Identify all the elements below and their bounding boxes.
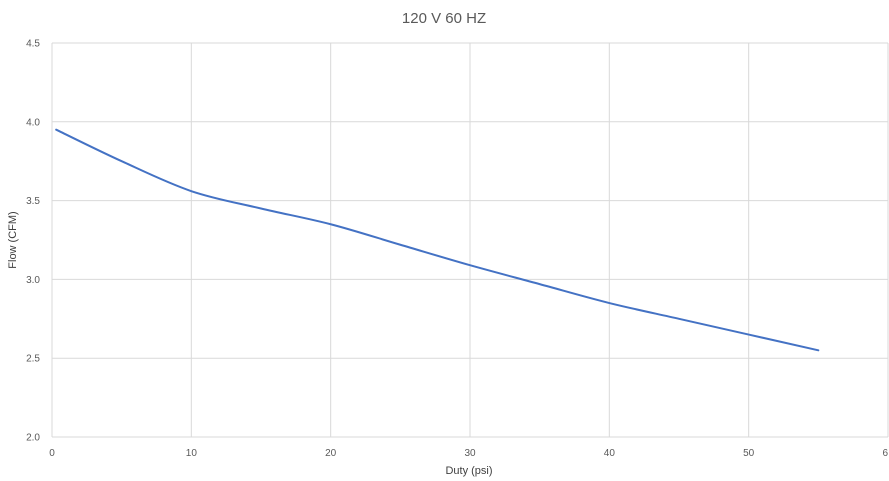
x-tick-label: 40 — [604, 448, 616, 459]
x-tick-label: 10 — [186, 448, 198, 459]
x-tick-label: 0 — [49, 448, 55, 459]
x-tick-label: 20 — [325, 448, 337, 459]
data-series — [55, 128, 820, 352]
y-tick-label: 2.5 — [26, 354, 40, 365]
x-tick-label: 50 — [743, 448, 755, 459]
y-tick-label: 4.0 — [26, 117, 40, 128]
series-line — [55, 128, 820, 352]
x-tick-label: 6 — [882, 448, 888, 459]
x-axis-title: Duty (psi) — [445, 465, 492, 477]
tick-labels: 2.0 2.5 3.0 3.5 4.0 4.5 0 10 20 30 40 50 6 — [26, 39, 888, 460]
y-tick-label: 3.0 — [26, 275, 40, 286]
y-tick-label: 2.0 — [26, 433, 40, 444]
x-tick-label: 30 — [464, 448, 476, 459]
y-tick-label: 4.5 — [26, 39, 40, 50]
y-tick-label: 3.5 — [26, 196, 40, 207]
y-axis-title: Flow (CFM) — [7, 211, 19, 268]
gridlines — [52, 42, 889, 437]
chart-title: 120 V 60 HZ — [402, 10, 486, 27]
axes — [51, 43, 888, 438]
